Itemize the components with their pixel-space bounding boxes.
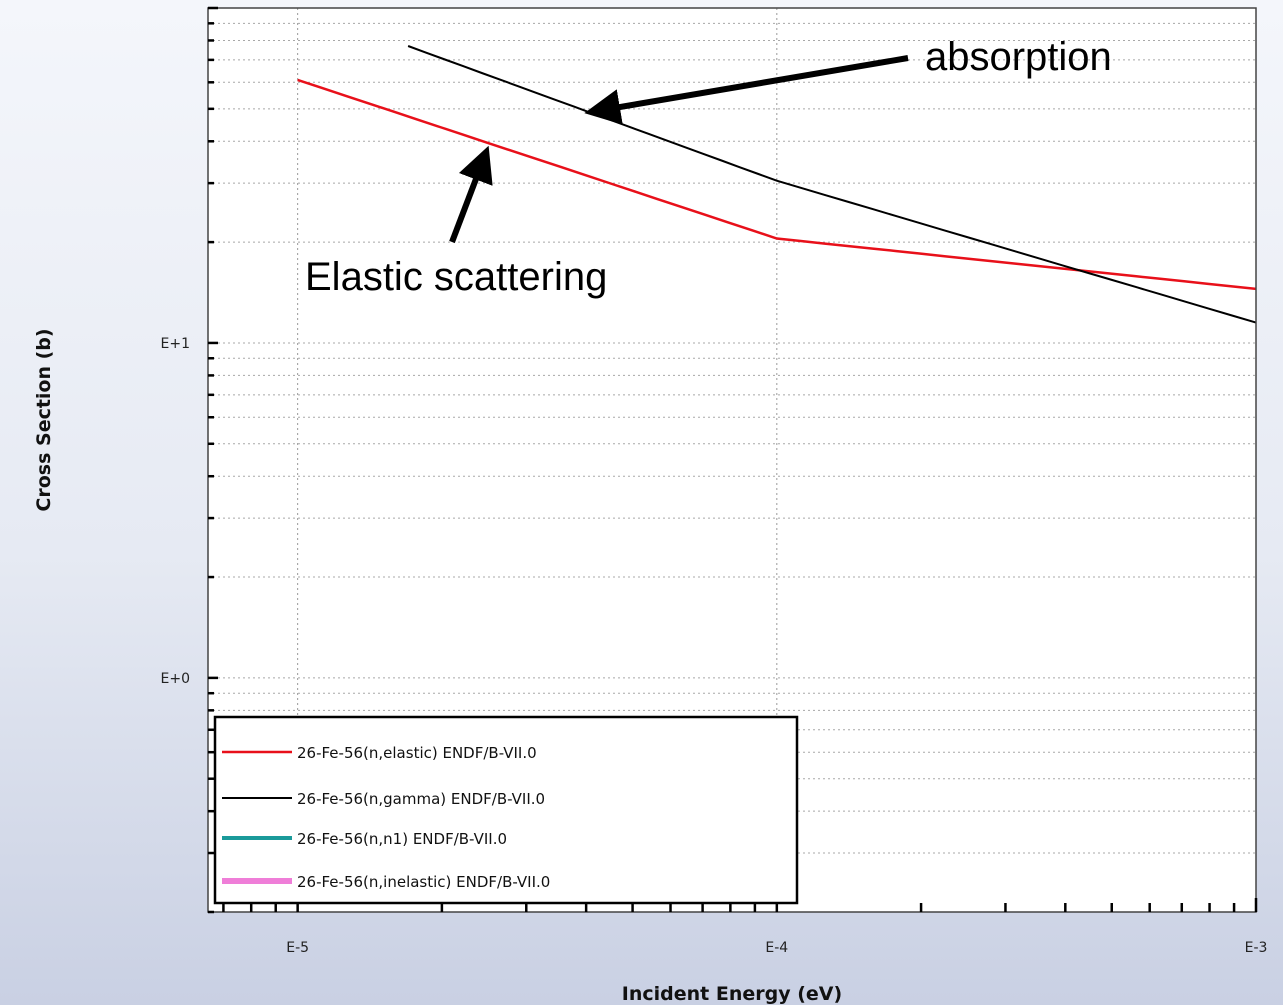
legend-box — [213, 715, 799, 905]
x-tick-label: E-3 — [1245, 940, 1268, 956]
series-lines — [297, 45, 1257, 324]
tick-labels: E-5 E-4 E-3 E+1 E+0 — [161, 336, 1268, 956]
x-tick-label: E-4 — [765, 940, 788, 956]
elastic-arrow — [449, 145, 493, 244]
x-axis-title: Incident Energy (eV) — [622, 983, 842, 1005]
legend: 26-Fe-56(n,elastic) ENDF/B-VII.0 26-Fe-56… — [213, 715, 799, 905]
y-tick-label: E+1 — [161, 336, 190, 352]
axis-ticks — [208, 6, 1258, 914]
plot-frame — [207, 7, 1257, 913]
legend-label: 26-Fe-56(n,n1) ENDF/B-VII.0 — [297, 830, 507, 848]
y-tick-label: E+0 — [161, 671, 190, 687]
legend-label: 26-Fe-56(n,gamma) ENDF/B-VII.0 — [297, 790, 545, 808]
legend-label: 26-Fe-56(n,elastic) ENDF/B-VII.0 — [297, 744, 537, 762]
legend-label: 26-Fe-56(n,inelastic) ENDF/B-VII.0 — [297, 873, 550, 891]
series-line-2 — [407, 45, 1257, 324]
elastic-scattering-label: Elastic scattering — [305, 255, 607, 299]
y-axis-title: Cross Section (b) — [33, 328, 55, 511]
series-line-1 — [297, 78, 1257, 291]
absorption-label: absorption — [925, 35, 1112, 79]
absorption-arrow — [584, 55, 909, 125]
annotations: absorption Elastic scattering — [305, 35, 1112, 299]
x-tick-label: E-5 — [286, 940, 309, 956]
